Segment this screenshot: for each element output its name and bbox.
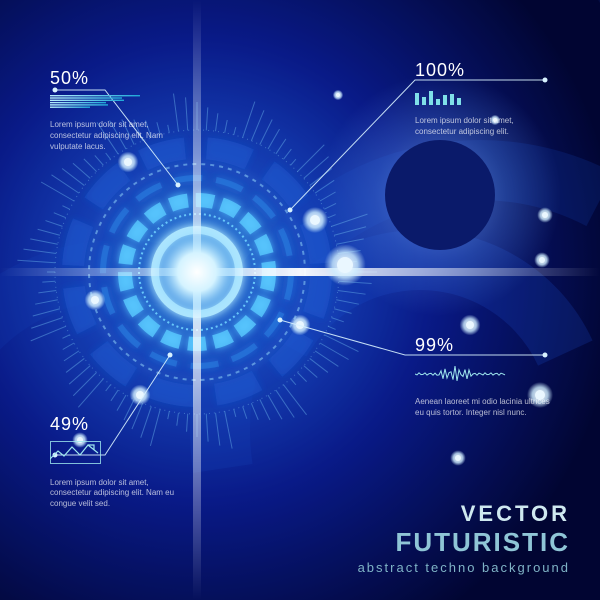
line-chart-icon	[50, 441, 104, 467]
equalizer-bars-icon	[50, 95, 142, 109]
planet	[385, 140, 495, 250]
callout-50: 50% Lorem ipsum dolor sit amet, consecte…	[50, 68, 185, 152]
callout-99-desc: Aenean laoreet mi odio lacinia ultrices …	[415, 397, 550, 419]
lens-flare-horizontal	[0, 268, 600, 276]
title-line1: VECTOR	[358, 501, 570, 527]
lens-flare-core	[142, 217, 252, 327]
callout-100: 100% Lorem ipsum dolor sit amet, consect…	[415, 60, 550, 138]
callout-100-desc: Lorem ipsum dolor sit amet, consectetur …	[415, 116, 550, 138]
callout-49-pct: 49%	[50, 414, 185, 435]
infographic-canvas: 50% Lorem ipsum dolor sit amet, consecte…	[0, 0, 600, 600]
title-line2: FUTURISTIC	[358, 527, 570, 558]
callout-50-desc: Lorem ipsum dolor sit amet, consectetur …	[50, 120, 185, 152]
callout-99-pct: 99%	[415, 335, 550, 356]
callout-99: 99% Aenean laoreet mi odio lacinia ultri…	[415, 335, 550, 419]
callout-100-pct: 100%	[415, 60, 550, 81]
title-line3: abstract techno background	[358, 560, 570, 575]
title-block: VECTOR FUTURISTIC abstract techno backgr…	[358, 501, 570, 575]
callout-49: 49% Lorem ipsum dolor sit amet, consecte…	[50, 414, 185, 510]
bar-chart-icon	[415, 87, 475, 105]
callout-49-desc: Lorem ipsum dolor sit amet, consectetur …	[50, 478, 185, 510]
callout-50-pct: 50%	[50, 68, 185, 89]
waveform-icon	[415, 362, 509, 386]
